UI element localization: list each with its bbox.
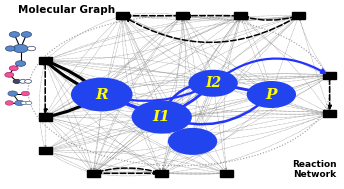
Bar (39, 113, 52, 121)
Circle shape (9, 66, 18, 71)
Circle shape (13, 79, 21, 83)
Text: Reaction
Network: Reaction Network (292, 160, 336, 179)
Bar (234, 12, 247, 19)
Circle shape (21, 101, 27, 105)
Bar (39, 57, 52, 64)
Circle shape (5, 72, 14, 77)
Bar (39, 147, 52, 154)
Bar (292, 12, 305, 19)
Circle shape (13, 44, 28, 53)
Text: I1: I1 (153, 110, 171, 124)
Text: Molecular Graph: Molecular Graph (18, 5, 115, 15)
Circle shape (247, 81, 296, 108)
Circle shape (21, 91, 30, 96)
Circle shape (5, 101, 13, 105)
Circle shape (28, 46, 36, 51)
Circle shape (8, 91, 18, 96)
Text: R: R (95, 88, 108, 101)
Bar (155, 170, 168, 177)
Bar (87, 170, 100, 177)
Circle shape (25, 80, 32, 83)
Circle shape (168, 128, 217, 155)
Text: I2: I2 (205, 76, 221, 90)
Bar (176, 12, 189, 19)
Circle shape (15, 100, 24, 106)
Bar (323, 72, 336, 79)
Circle shape (131, 101, 192, 133)
Bar (220, 170, 233, 177)
Circle shape (26, 101, 32, 105)
Circle shape (20, 80, 26, 83)
Circle shape (189, 70, 238, 97)
Text: P: P (266, 88, 277, 101)
Bar (116, 12, 129, 19)
Circle shape (9, 32, 20, 37)
Circle shape (6, 46, 15, 51)
Circle shape (71, 78, 132, 111)
Bar (323, 110, 336, 117)
Circle shape (21, 32, 32, 37)
Circle shape (15, 61, 26, 66)
